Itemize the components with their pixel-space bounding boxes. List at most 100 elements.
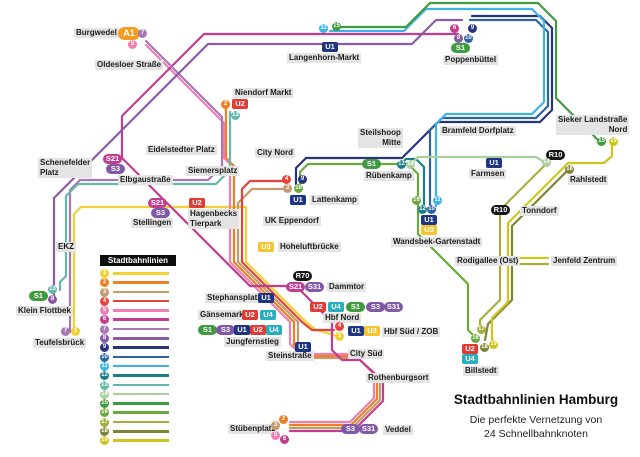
terminus-circle-1-teufelsbr-ck: 1 [71,327,80,336]
terminus-circle-4-hbf-s-d-zob: 4 [335,322,344,331]
line-badge-s31-veddel: S31 [359,424,378,434]
station-label-r-benkamp: Rübenkamp [364,171,414,181]
station-label-klein-flottbek: Klein Flottbek [16,306,73,316]
legend-circle-16: 16 [100,408,109,418]
legend-circle-1: 1 [100,269,109,278]
legend-circle-2: 2 [100,278,109,288]
legend-row-17: 17 [100,417,176,427]
legend-circle-10: 10 [100,352,109,362]
legend-color-bar-19 [113,439,169,442]
legend-row-4: 4 [100,296,176,306]
line-badge-u4-jungfernstieg: U4 [266,325,282,335]
legend-row-8: 8 [100,334,176,344]
terminus-circle-10-poppenb-ttel: 10 [464,34,473,43]
station-label-steilshoop: Steilshoop Mitte [358,128,403,148]
terminus-circle-11-langenhorn-markt: 11 [319,24,328,33]
transit-line-16 [298,162,475,337]
legend-color-bar-16 [113,411,169,414]
station-label-siemersplatz: Siemersplatz [186,166,240,176]
legend-row-1: 1 [100,269,176,278]
line-badge-u3-hoheluftbr-cke: U3 [258,242,274,252]
terminus-circle-10-wandsbek-gartenstadt: 10 [427,205,436,214]
legend-circle-12: 12 [100,371,109,381]
terminus-circle-15-sieker-landstra-e: 15 [597,137,606,146]
terminus-circle-13-klein-flottbek: 13 [48,285,57,294]
legend-color-bar-15 [113,402,169,405]
station-label-dammtor: Dammtor [327,282,367,292]
station-label-stephansplatz: Stephansplatz [205,293,264,303]
station-label-rothenburgsort: Rothenburgsort [366,373,431,383]
line-badge-s3-veddel: S3 [341,424,360,434]
legend-color-bar-3 [113,290,169,294]
terminus-circle-18-billstedt: 18 [480,343,489,352]
line-badge-s3-elbgaustra-e: S3 [106,164,125,174]
line-badge-s31-hbf-nord: S31 [384,302,403,312]
line-badge-u2-g-nsemarkt: U2 [242,310,258,320]
legend-color-bar-14 [113,392,169,396]
legend-box: Stadtbahnlinien 1 2 3 4 5 6 7 8 9 10 11 12 13 14 15 16 1… [98,253,178,448]
legend-circle-14: 14 [100,389,109,399]
legend-row-7: 7 [100,324,176,334]
station-label-ekz: EKZ [56,242,76,252]
legend-header: Stadtbahnlinien [100,255,176,266]
legend-row-15: 15 [100,399,176,409]
transit-line-7 [68,39,224,334]
transit-line-18 [483,168,570,342]
legend-row-11: 11 [100,361,176,371]
station-label-tonndorf: Tonndorf [520,206,559,216]
line-badge-u3-hbf-s-d-zob: U3 [364,326,380,336]
legend-circle-4: 4 [100,296,109,306]
terminus-circle-6-poppenb-ttel: 6 [450,24,459,33]
line-badge-r10-rahlstedt: R10 [546,150,565,160]
line-badge-u4-billstedt: U4 [462,354,478,364]
station-label-hoheluftbr-cke: Hoheluftbrücke [278,242,341,252]
station-label-rahlstedt: Rahlstedt [568,175,609,185]
line-badge-r70-dammtor: R70 [293,271,312,281]
line-badge-u2-niendorf-markt: U2 [232,99,248,109]
legend-row-9: 9 [100,343,176,353]
station-label-city-nord: City Nord [255,148,295,158]
terminus-circle-3-st-benplatz: 3 [271,421,280,430]
station-label-g-nsemarkt: Gänsemarkt [198,310,249,320]
station-label-farmsen: Farmsen [469,169,507,179]
legend-circle-9: 9 [100,343,109,353]
terminus-circle-18-rahlstedt: 18 [565,165,574,174]
terminus-circle-6-st-benplatz: 6 [280,435,289,444]
map-subtitle: Die perfekte Vernetzung von 24 Schnellba… [469,414,603,440]
terminus-circle-4-lattenkamp: 4 [282,175,291,184]
transit-line-9 [294,14,554,186]
station-label-uk-eppendorf: UK Eppendorf [263,216,321,226]
transit-line-15 [332,1,600,142]
line-badge-u2-hagenbecks: U2 [189,198,205,208]
line-badge-u1-lattenkamp: U1 [290,195,306,205]
line-badge-s3-stellingen: S3 [151,208,170,218]
legend-circle-17: 17 [100,417,109,427]
station-label-lattenkamp: Lattenkamp [310,195,359,205]
legend-color-bar-10 [113,355,169,359]
legend-circle-3: 3 [100,287,109,297]
line-badge-u3-wandsbek-gartenstadt: U3 [421,225,437,235]
station-label-billstedt: Billstedt [463,366,499,376]
legend-color-bar-7 [113,327,169,331]
line-badge-u1-wandsbek-gartenstadt: U1 [421,215,437,225]
line-badge-u4-hbf-nord: U4 [328,302,344,312]
line-badge-s21-dammtor: S21 [286,282,305,292]
terminus-circle-13-niendorf-markt: 13 [231,111,240,120]
station-label-langenhorn-markt: Langenhorn-Markt [287,53,362,63]
line-badge-u4-g-nsemarkt: U4 [260,310,276,320]
legend-color-bar-12 [113,374,169,377]
legend-circle-18: 18 [100,427,109,437]
line-badge-u1-jungfernstieg: U1 [234,325,250,335]
transit-line-4 [240,179,336,332]
legend-circle-5: 5 [100,306,109,316]
terminus-circle-9-poppenb-ttel: 9 [468,24,477,33]
station-label-oldesloer-stra-e: Oldesloer Straße [95,60,164,70]
line-badge-u1-hbf-s-d-zob: U1 [348,326,364,336]
terminus-circle-1-hbf-s-d-zob: 1 [335,332,344,341]
terminus-circle-3-lattenkamp: 3 [283,184,292,193]
line-badge-s3-hbf-nord: S3 [366,302,385,312]
terminus-circle-5-st-benplatz: 5 [271,431,280,440]
line-badge-u1-langenhorn-markt: U1 [322,42,338,52]
terminus-circle-8-poppenb-ttel: 8 [454,34,463,43]
legend-color-bar-18 [113,430,169,433]
